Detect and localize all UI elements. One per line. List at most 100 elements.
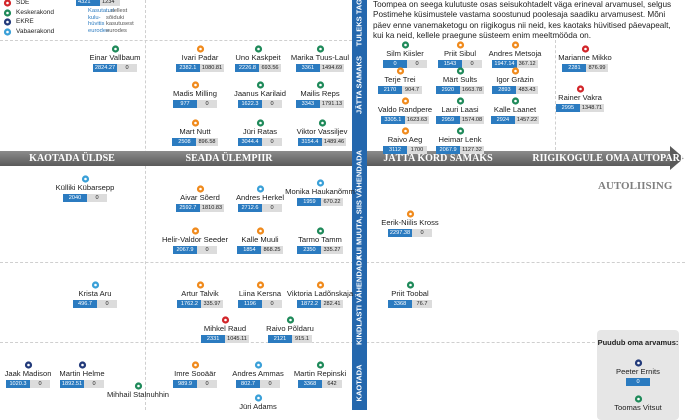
person-name: Jüri Ratas <box>242 127 278 136</box>
person-values: 2281 876.99 <box>547 63 623 72</box>
party-icon <box>254 45 262 53</box>
value-box: 1892.51 <box>59 379 85 388</box>
value-box: 1623.63 <box>404 115 430 124</box>
person-name: Monika Haukanõmm <box>285 187 355 196</box>
value-box: 2067.9 <box>436 145 461 154</box>
party-icon <box>196 45 204 53</box>
party-icon-center <box>318 83 322 87</box>
person-name: Helir-Valdor Seeder <box>161 235 229 244</box>
party-icon-center <box>318 363 322 367</box>
party-icon-center <box>6 1 9 5</box>
person: Mihhail Stalnuhhin <box>100 381 176 400</box>
value-box: 0 <box>197 379 217 388</box>
value-box: 2712.6 <box>238 203 262 212</box>
person-values: 2121 915.1 <box>252 334 328 343</box>
value-box: 3112 <box>383 145 407 154</box>
person-name: Peeter Ernits <box>616 367 660 376</box>
party-icon <box>456 67 464 75</box>
value-box: 2226.8 <box>235 63 260 72</box>
value-box: 0 <box>626 377 650 386</box>
value-box: 3305.1 <box>380 115 405 124</box>
person: Terje Trei 2170 904.7 <box>362 66 438 94</box>
person: Jaanus Karilaid 1622.3 0 <box>222 80 298 108</box>
party-icon <box>254 394 262 402</box>
person-name: Viktoria Ladõnskaja <box>286 289 354 298</box>
value-box: 1700 <box>407 145 427 154</box>
party-icon <box>81 175 89 183</box>
person-name: Viktor Vassiljev <box>296 127 348 136</box>
person: Rainer Vakra 2995 1348.71 <box>542 84 618 112</box>
value-box: 904.7 <box>402 85 422 94</box>
legend-item: SDE <box>2 0 29 8</box>
party-icon-center <box>258 283 262 287</box>
party-icon <box>286 316 294 324</box>
party-icon-center <box>318 229 322 233</box>
person-values: 3368 642 <box>282 379 358 388</box>
party-icon-center <box>256 363 260 367</box>
value-box: 1080.81 <box>199 63 225 72</box>
person-name: Kalle Laanet <box>493 105 537 114</box>
party-icon-center <box>80 363 84 367</box>
person-name: Jaak Madison <box>4 369 52 378</box>
person-values: 1892.51 0 <box>44 379 120 388</box>
party-icon <box>256 119 264 127</box>
person-values: 2893 483.43 <box>477 85 553 94</box>
party-icon <box>456 97 464 105</box>
value-box: 2893 <box>492 85 517 94</box>
value-box: 4321 <box>76 0 100 6</box>
party-icon <box>401 97 409 105</box>
value-box: 2959 <box>435 115 460 124</box>
value-box: 868.25 <box>261 245 283 254</box>
value-box: 876.99 <box>586 63 608 72</box>
party-icon-center <box>198 283 202 287</box>
person-name: Jaanus Karilaid <box>234 89 286 98</box>
person: Martin Repinski 3368 642 <box>282 360 358 388</box>
person: Ivari Padar 2382.1 1080.81 <box>162 44 238 72</box>
value-box: 1622.3 <box>238 99 262 108</box>
axis-label: TULEKS TAGA <box>354 0 364 47</box>
value-box: 483.43 <box>516 85 538 94</box>
person: Monika Haukanõmm 1959 670.22 <box>282 178 358 206</box>
party-icon <box>134 382 142 390</box>
person-name: Eerik-Niilis Kross <box>381 218 439 227</box>
party-icon <box>401 127 409 135</box>
person-values: 2920 1663.78 <box>422 85 498 94</box>
person: Helir-Valdor Seeder 2067.9 0 <box>157 226 233 254</box>
value-box: 0 <box>383 59 407 68</box>
party-icon-center <box>6 11 9 14</box>
person: Krista Aru 496.7 0 <box>57 280 133 308</box>
value-box: 1810.83 <box>199 203 225 212</box>
value-box: 2924 <box>490 115 515 124</box>
person: Kalle Muuli 1854 868.25 <box>222 226 298 254</box>
person-values: 3112 1700 <box>367 145 443 154</box>
divider <box>145 0 146 410</box>
person: Valdo Randpere 3305.1 1623.63 <box>367 96 443 124</box>
person-name: Marika Tuus-Laul <box>290 53 350 62</box>
value-box: 0 <box>407 59 427 68</box>
value-box: 496.7 <box>73 299 97 308</box>
party-icon <box>191 227 199 235</box>
person-name: Heimar Lenk <box>438 135 482 144</box>
value-box: 896.58 <box>196 137 218 146</box>
person-name: Martin Helme <box>59 369 105 378</box>
extra-label: AUTOLIISING <box>598 180 673 192</box>
party-icon-center <box>6 20 9 24</box>
party-icon <box>511 97 519 105</box>
value-box: 0 <box>262 99 282 108</box>
party-icon-center <box>636 361 640 365</box>
value-box: 0 <box>117 63 138 72</box>
person-values: 2226.8 693.56 <box>220 63 296 72</box>
person: Einar Vallbaum 2824.27 0 <box>77 44 153 72</box>
party-icon-center <box>198 47 202 51</box>
person-name: Lauri Laasi <box>441 105 479 114</box>
person-name: Artur Talvik <box>181 289 219 298</box>
party-icon-center <box>6 30 9 33</box>
person-name: Martin Repinski <box>293 369 347 378</box>
value-box: 335.27 <box>321 245 343 254</box>
divider <box>0 262 685 263</box>
person-name: Andres Ammas <box>232 369 284 378</box>
legend-note: ...sellest sõiduki kasutusest eurodes <box>106 8 134 34</box>
person-values: 3154.4 1489.46 <box>284 137 360 146</box>
person-name: Krista Aru <box>78 289 112 298</box>
